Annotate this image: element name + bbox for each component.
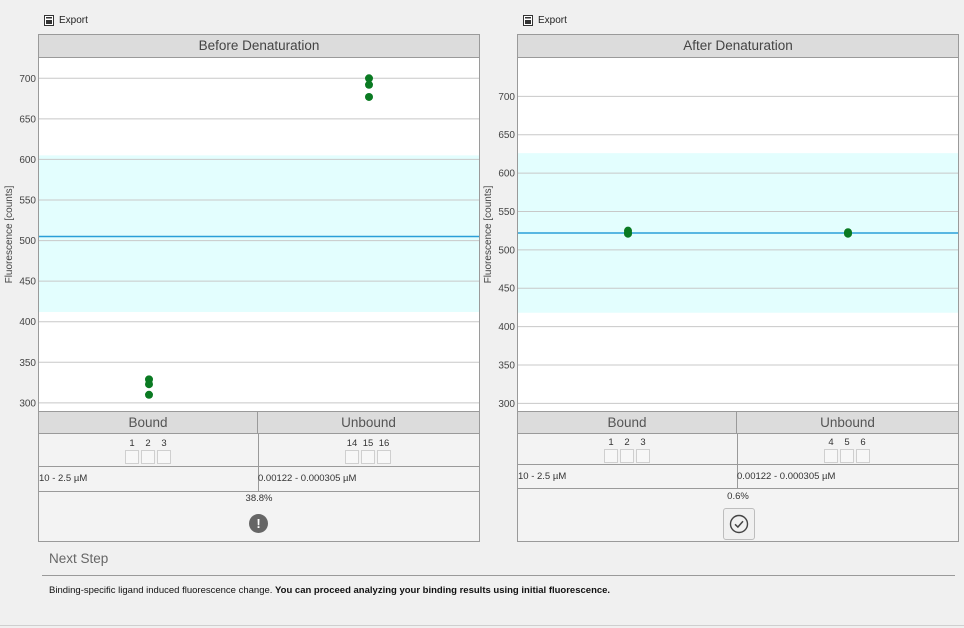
y-tick-label: 350 — [498, 360, 515, 371]
y-tick-label: 650 — [19, 114, 36, 125]
y-axis-label: Fluorescence [counts] — [4, 185, 15, 283]
well[interactable]: 5 — [839, 437, 855, 463]
well[interactable]: 3 — [635, 437, 651, 463]
y-tick-label: 500 — [19, 236, 36, 247]
bound-header: Bound — [518, 411, 737, 434]
export-icon — [523, 14, 533, 26]
well[interactable]: 1 — [603, 437, 619, 463]
export-label: Export — [538, 14, 567, 26]
y-tick-label: 700 — [19, 74, 36, 85]
y-axis-label: Fluorescence [counts] — [483, 185, 494, 283]
y-tick-label: 600 — [498, 169, 515, 180]
export-button-after[interactable]: Export — [523, 13, 567, 27]
well[interactable]: 14 — [344, 438, 360, 464]
y-tick-label: 450 — [19, 277, 36, 288]
divider — [42, 575, 955, 576]
after-denaturation-chart: 300 350 400 450 500 550 600 650 700 Fluorescence … — [483, 92, 958, 410]
after-denaturation-panel: After Denaturation 300 350 400 450 500 550 600… — [483, 34, 959, 542]
y-tick-label: 300 — [498, 399, 515, 410]
divider — [0, 625, 964, 626]
well[interactable]: 15 — [360, 438, 376, 464]
y-tick-label: 400 — [19, 317, 36, 328]
before-denaturation-panel: Before Denaturation 300 350 400 450 500 550 60… — [4, 34, 480, 542]
unbound-header: Unbound — [737, 411, 958, 434]
export-icon — [44, 14, 54, 26]
bound-wells: 1 2 3 — [603, 437, 651, 463]
unbound-concentration: 0.00122 - 0.000305 µM — [737, 471, 836, 482]
well[interactable]: 3 — [156, 438, 172, 464]
next-step-title: Next Step — [49, 551, 109, 566]
bound-concentration: 10 - 2.5 µM — [518, 471, 567, 482]
exclamation-icon: ! — [249, 514, 268, 533]
y-tick-label: 300 — [19, 398, 36, 409]
data-point-bound — [145, 390, 153, 399]
y-tick-label: 550 — [498, 207, 515, 218]
well[interactable]: 1 — [124, 438, 140, 464]
unbound-wells: 4 5 6 — [823, 437, 871, 463]
data-point-bound — [145, 380, 153, 389]
well[interactable]: 16 — [376, 438, 392, 464]
y-tick-label: 500 — [498, 245, 515, 256]
unbound-wells: 14 15 16 — [344, 438, 392, 464]
data-point-bound — [624, 229, 632, 238]
y-tick-label: 600 — [19, 155, 36, 166]
export-button-before[interactable]: Export — [44, 13, 88, 27]
message-plain: Binding-specific ligand induced fluoresc… — [49, 585, 276, 596]
summary-table: Bound Unbound 1 2 3 14 15 16 10 - 2.5 µM… — [39, 411, 479, 541]
well[interactable]: 2 — [140, 438, 156, 464]
well[interactable]: 4 — [823, 437, 839, 463]
tolerance-band — [39, 155, 479, 312]
bound-header: Bound — [39, 411, 258, 434]
well[interactable]: 6 — [855, 437, 871, 463]
unbound-concentration: 0.00122 - 0.000305 µM — [258, 473, 357, 484]
message-bold: You can proceed analyzing your binding r… — [275, 585, 611, 596]
before-denaturation-chart: 300 350 400 450 500 550 600 650 700 Fluorescence … — [4, 74, 479, 409]
bound-wells: 1 2 3 — [124, 438, 172, 464]
data-point-unbound — [365, 92, 373, 101]
data-point-unbound — [365, 80, 373, 89]
data-point-unbound — [365, 74, 373, 83]
y-tick-label: 550 — [19, 196, 36, 207]
unbound-header: Unbound — [258, 411, 479, 434]
y-tick-label: 450 — [498, 284, 515, 295]
summary-table: Bound Unbound 1 2 3 4 5 6 10 - 2.5 µM 0.… — [518, 411, 958, 541]
y-tick-label: 350 — [19, 358, 36, 369]
fluorescence-change-percent: 38.8% — [245, 493, 273, 504]
y-tick-label: 650 — [498, 130, 515, 141]
bound-concentration: 10 - 2.5 µM — [39, 473, 88, 484]
y-tick-label: 700 — [498, 92, 515, 103]
next-step-message: Binding-specific ligand induced fluoresc… — [49, 585, 610, 596]
fluorescence-change-percent: 0.6% — [727, 491, 749, 502]
export-label: Export — [59, 14, 88, 26]
data-point-unbound — [844, 228, 852, 237]
panel-title: Before Denaturation — [39, 35, 479, 58]
well[interactable]: 2 — [619, 437, 635, 463]
checkmark-icon — [729, 514, 749, 534]
panel-title: After Denaturation — [518, 35, 958, 58]
status-ok-button[interactable] — [723, 508, 755, 540]
y-tick-label: 400 — [498, 322, 515, 333]
